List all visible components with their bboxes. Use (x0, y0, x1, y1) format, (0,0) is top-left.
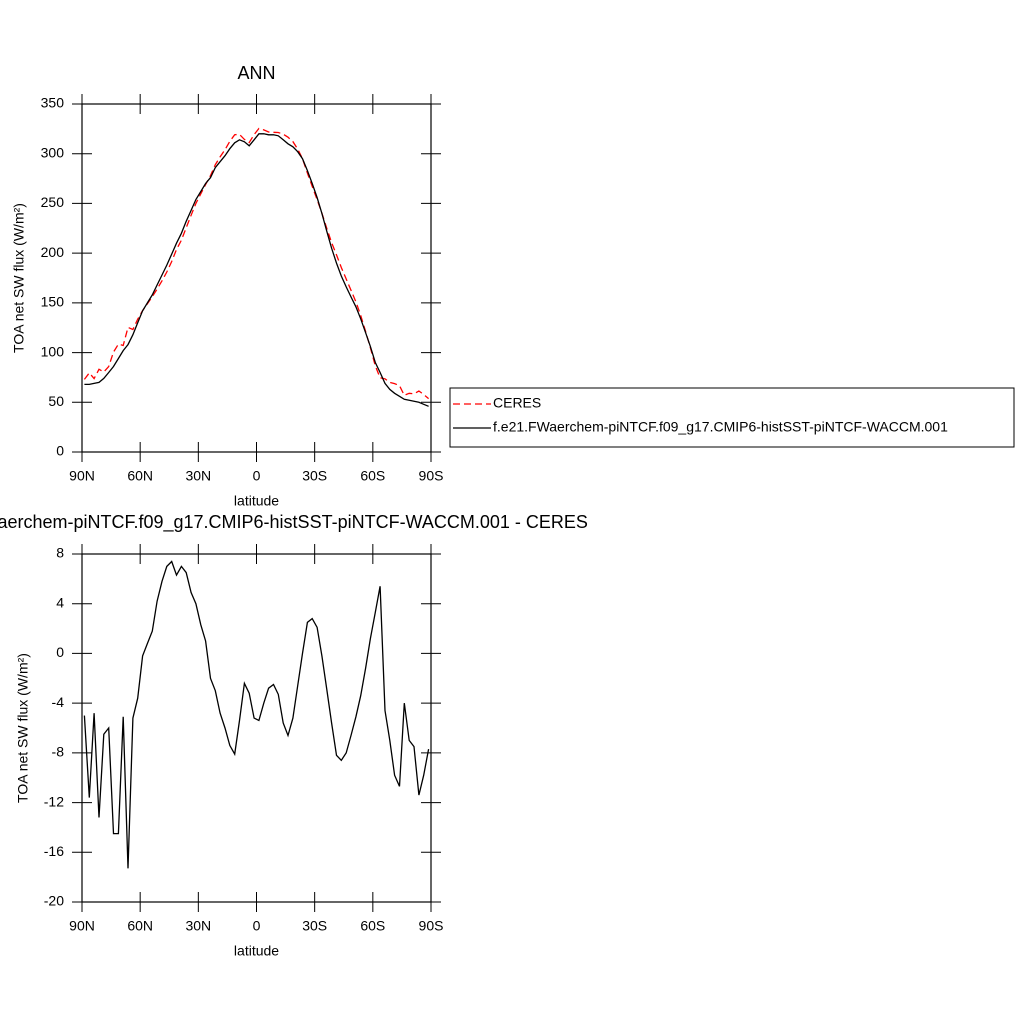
y-tick-label: -16 (44, 843, 64, 859)
x-tick-label: 90N (69, 918, 95, 934)
x-tick-label: 60S (360, 468, 385, 484)
plot-frame (81, 553, 432, 903)
y-tick-label: 0 (56, 443, 64, 459)
y-tick-label: 350 (41, 95, 65, 111)
y-tick-label: 200 (41, 244, 65, 260)
plot-frame (81, 103, 432, 453)
y-tick-label: 150 (41, 294, 65, 310)
x-tick-label: 30N (185, 918, 211, 934)
y-tick-label: 50 (48, 393, 64, 409)
y-tick-label: -20 (44, 893, 64, 909)
y-tick-label: -4 (52, 694, 65, 710)
y-tick-label: 4 (56, 594, 64, 610)
x-tick-label: 60N (127, 468, 153, 484)
x-axis-label: latitude (234, 943, 279, 959)
legend-label: f.e21.FWaerchem-piNTCF.f09_g17.CMIP6-his… (493, 419, 948, 435)
data-line (83, 560, 430, 869)
legend-box (449, 387, 1015, 448)
y-axis-label: TOA net SW flux (W/m²) (11, 203, 27, 353)
y-tick-label: -12 (44, 793, 64, 809)
x-tick-label: 30S (302, 918, 327, 934)
y-tick-label: 250 (41, 194, 65, 210)
chart-title: f.e21.FWaerchem-piNTCF.f09_g17.CMIP6-his… (0, 512, 588, 533)
data-line (83, 127, 430, 400)
data-line (84, 133, 429, 407)
x-tick-label: 0 (253, 918, 261, 934)
y-tick-label: 0 (56, 644, 64, 660)
x-tick-label: 0 (253, 468, 261, 484)
x-tick-label: 30N (185, 468, 211, 484)
y-tick-label: -8 (52, 744, 65, 760)
x-tick-label: 90S (419, 468, 444, 484)
x-tick-label: 30S (302, 468, 327, 484)
legend-label: CERES (493, 395, 541, 411)
x-tick-label: 90N (69, 468, 95, 484)
x-tick-label: 90S (419, 918, 444, 934)
chart-title: ANN (237, 63, 275, 83)
x-tick-label: 60N (127, 918, 153, 934)
y-tick-label: 300 (41, 144, 65, 160)
y-tick-label: 100 (41, 343, 65, 359)
y-tick-label: 8 (56, 545, 64, 561)
x-axis-label: latitude (234, 493, 279, 509)
x-tick-label: 60S (360, 918, 385, 934)
legend: CERES f.e21.FWaerchem-piNTCF.f09_g17.CMIP… (449, 387, 1015, 448)
y-axis-label: TOA net SW flux (W/m²) (15, 653, 31, 803)
